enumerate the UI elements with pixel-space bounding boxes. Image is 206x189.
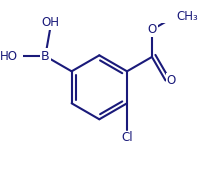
Text: Cl: Cl — [121, 131, 133, 144]
Text: O: O — [166, 74, 176, 87]
Text: OH: OH — [41, 16, 59, 29]
Text: HO: HO — [0, 50, 18, 63]
Text: B: B — [41, 50, 50, 63]
Text: O: O — [147, 23, 157, 36]
Text: CH₃: CH₃ — [176, 10, 198, 23]
